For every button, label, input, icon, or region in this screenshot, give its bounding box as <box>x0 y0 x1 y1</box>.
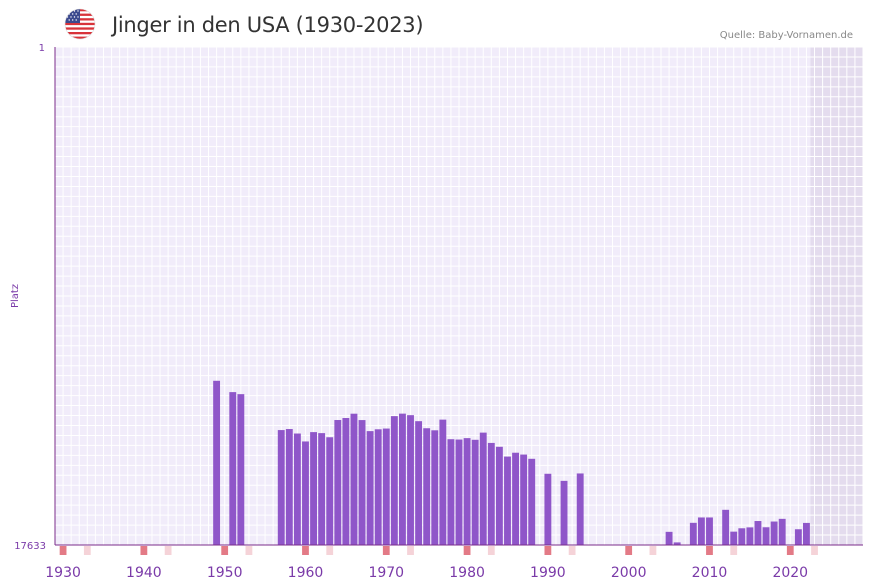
marker-1930 <box>59 546 67 555</box>
bar-1961 <box>310 432 317 545</box>
bar-1951 <box>229 392 237 545</box>
marker-2000 <box>625 546 633 555</box>
bar-1965 <box>342 418 350 545</box>
x-tick-1970: 1970 <box>368 565 404 581</box>
marker-1980 <box>463 546 471 555</box>
grid <box>54 46 864 546</box>
marker-2010 <box>706 546 713 555</box>
x-tick-1980: 1980 <box>449 565 485 581</box>
marker-2020 <box>786 546 794 555</box>
bar-1971 <box>390 416 398 545</box>
bar-1966 <box>350 413 358 545</box>
x-tick-1940: 1940 <box>126 565 162 581</box>
y-tick-top: 1 <box>39 43 45 54</box>
marker-1933 <box>83 546 91 555</box>
bar-2014 <box>738 528 746 545</box>
bar-1986 <box>512 452 519 545</box>
bar-2005 <box>665 531 673 545</box>
bar-1968 <box>366 431 374 545</box>
bar-1984 <box>495 446 503 545</box>
bar-2012 <box>722 509 730 545</box>
bar-2021 <box>794 529 802 545</box>
bar-1978 <box>447 439 455 545</box>
bar-2016 <box>754 521 762 545</box>
us-flag-icon <box>64 8 96 40</box>
bar-2017 <box>762 527 770 545</box>
bar-1992 <box>560 480 568 545</box>
bar-1988 <box>528 458 536 545</box>
bar-1982 <box>479 432 487 545</box>
bar-2018 <box>770 521 778 545</box>
x-tick-1990: 1990 <box>530 565 566 581</box>
bar-1987 <box>520 454 528 545</box>
bar-1985 <box>504 456 511 545</box>
bar-2013 <box>730 531 738 545</box>
marker-1943 <box>164 546 172 555</box>
source-credit: Quelle: Baby-Vornamen.de <box>719 30 853 41</box>
bar-1962 <box>318 433 326 545</box>
marker-2013 <box>730 546 738 555</box>
marker-1993 <box>568 546 576 555</box>
marker-1950 <box>221 546 229 555</box>
chart-title: Jinger in den USA (1930-2023) <box>112 13 424 37</box>
bar-1967 <box>358 420 366 545</box>
bar-1957 <box>277 430 285 545</box>
bar-2022 <box>803 522 810 545</box>
bar-1976 <box>431 430 439 545</box>
bar-1990 <box>544 473 552 545</box>
x-tick-2000: 2000 <box>611 565 647 581</box>
marker-1940 <box>140 546 148 555</box>
marker-1960 <box>302 546 309 555</box>
bar-2019 <box>778 518 786 545</box>
bar-1969 <box>374 429 382 545</box>
marker-2003 <box>649 546 657 555</box>
bar-1949 <box>213 380 221 545</box>
bar-1994 <box>576 473 584 545</box>
bar-1979 <box>455 439 463 545</box>
bar-2015 <box>746 527 754 545</box>
bar-1952 <box>237 394 245 545</box>
bar-2006 <box>673 542 681 545</box>
bar-2008 <box>689 522 697 545</box>
bar-1975 <box>423 428 431 545</box>
bar-1980 <box>463 438 471 545</box>
marker-1983 <box>487 546 495 555</box>
x-tick-2020: 2020 <box>772 565 808 581</box>
bar-1970 <box>382 428 390 545</box>
marker-1973 <box>407 546 414 555</box>
bar-1964 <box>334 420 342 545</box>
x-tick-1930: 1930 <box>45 565 81 581</box>
bar-1983 <box>487 442 495 545</box>
bar-1958 <box>285 429 293 545</box>
marker-1953 <box>245 546 253 555</box>
bar-2010 <box>706 517 713 545</box>
x-tick-1950: 1950 <box>207 565 243 581</box>
bar-2009 <box>697 517 705 545</box>
bar-1973 <box>407 415 414 545</box>
y-tick-bottom: 17633 <box>14 541 46 552</box>
y-axis-label: Platz <box>10 284 21 308</box>
x-tick-1960: 1960 <box>288 565 324 581</box>
bar-1959 <box>293 433 301 545</box>
bar-1981 <box>471 439 479 545</box>
marker-1963 <box>326 546 334 555</box>
bar-1977 <box>439 419 447 545</box>
marker-1970 <box>382 546 390 555</box>
bar-1960 <box>302 441 309 545</box>
marker-2023 <box>811 546 818 555</box>
bar-1972 <box>399 413 406 545</box>
x-tick-2010: 2010 <box>692 565 728 581</box>
bar-1974 <box>415 421 423 545</box>
marker-1990 <box>544 546 552 555</box>
bar-1963 <box>326 437 334 545</box>
